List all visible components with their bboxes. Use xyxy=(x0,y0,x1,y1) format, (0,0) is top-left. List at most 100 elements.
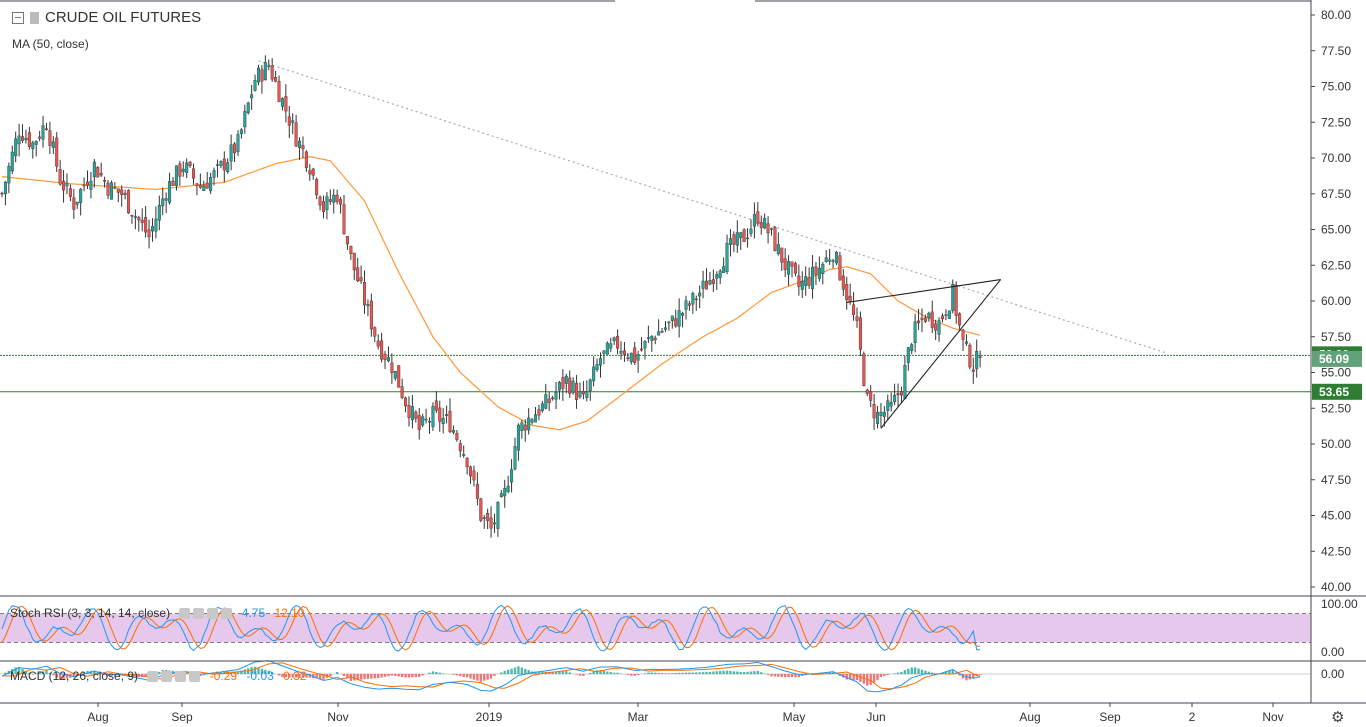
macd-histogram-bar xyxy=(650,672,653,674)
macd-legend[interactable]: MACD (12, 26, close, 9) -0.29 -0.03 0.32 xyxy=(10,669,307,683)
candle-body xyxy=(708,280,712,285)
candle-body xyxy=(451,430,455,433)
candle-body xyxy=(308,170,312,175)
macd-histogram-bar xyxy=(701,672,705,674)
candle xyxy=(551,395,555,401)
candle xyxy=(739,232,743,250)
candle-body xyxy=(516,424,520,451)
candle xyxy=(865,388,869,397)
stoch-rsi-pane: 100.00 0.00 xyxy=(0,597,1358,659)
candle-body xyxy=(691,293,695,305)
candle-body xyxy=(253,80,257,91)
candle-body xyxy=(725,243,729,272)
macd-histogram-bar xyxy=(55,674,58,678)
candle-body xyxy=(968,344,972,368)
candle-body xyxy=(154,218,158,232)
candle xyxy=(701,270,705,299)
ma-legend[interactable]: MA (50, close) xyxy=(12,37,89,51)
macd-histogram-bar xyxy=(493,674,496,676)
price-pane xyxy=(0,55,1311,538)
candle xyxy=(369,293,373,337)
macd-histogram-bar xyxy=(349,674,353,681)
macd-histogram-bar xyxy=(787,674,790,678)
candle-body xyxy=(92,161,96,178)
price-tick-label: 52.50 xyxy=(1321,401,1351,415)
macd-histogram-bar xyxy=(31,674,34,675)
macd-histogram-bar xyxy=(729,670,732,674)
candle-body xyxy=(17,135,21,145)
candle xyxy=(120,185,124,207)
candle-body xyxy=(123,192,127,195)
candle-body xyxy=(776,244,780,254)
macd-histogram-bar xyxy=(28,672,31,674)
candle xyxy=(400,378,404,400)
candle-body xyxy=(7,166,11,184)
macd-histogram-bar xyxy=(705,671,708,674)
macd-histogram-bar xyxy=(599,670,602,674)
candle-body xyxy=(369,300,373,330)
candle xyxy=(927,311,931,322)
candle-body xyxy=(55,137,59,167)
candle-body xyxy=(150,226,154,232)
collapse-icon[interactable] xyxy=(12,11,24,24)
candle xyxy=(475,472,479,506)
candle-body xyxy=(68,188,72,197)
candle-body xyxy=(482,517,486,519)
macd-histogram-bar xyxy=(45,670,48,674)
stoch-rsi-legend[interactable]: Stoch RSI (3, 3, 14, 14, close) 4.75 12.… xyxy=(10,606,305,620)
macd-histogram-bar xyxy=(260,668,264,674)
candle xyxy=(55,132,59,173)
candle-body xyxy=(564,375,568,384)
macd-histogram-bar xyxy=(127,674,130,676)
candle xyxy=(140,208,144,232)
candle-body xyxy=(951,284,955,311)
candle-body xyxy=(458,443,462,452)
candle-body xyxy=(749,228,753,234)
candle xyxy=(188,160,192,168)
candle xyxy=(308,164,312,181)
candle-body xyxy=(236,134,240,152)
candle-body xyxy=(961,329,965,340)
candle-body xyxy=(246,102,250,113)
candle-body xyxy=(44,128,48,130)
price-tick-label: 45.00 xyxy=(1321,509,1351,523)
indicator-buttons[interactable] xyxy=(179,608,233,620)
candle xyxy=(380,332,384,363)
candle-body xyxy=(944,314,948,316)
macd-histogram-bar xyxy=(421,674,424,676)
candle-body xyxy=(513,446,517,470)
macd-histogram-bar xyxy=(859,674,862,682)
candle xyxy=(534,406,538,423)
candle xyxy=(109,180,113,200)
settings-gear-icon[interactable]: ⚙ xyxy=(1331,709,1345,726)
candle-body xyxy=(852,304,856,315)
candle-body xyxy=(503,488,507,497)
candle xyxy=(137,215,141,232)
time-tick-label: Aug xyxy=(1019,710,1040,724)
candle xyxy=(318,195,322,211)
candle xyxy=(657,319,661,336)
candle-body xyxy=(315,179,319,196)
candle xyxy=(404,396,408,413)
macd-histogram-bar xyxy=(428,672,431,674)
candle xyxy=(670,315,674,329)
candle xyxy=(144,205,148,238)
candle-body xyxy=(127,190,131,214)
candle-body xyxy=(821,263,825,274)
indicator-buttons[interactable] xyxy=(147,671,201,683)
candle xyxy=(605,341,609,355)
macd-histogram-bar xyxy=(370,674,373,679)
candle-body xyxy=(383,353,387,361)
macd-histogram-bar xyxy=(978,674,982,675)
candle-body xyxy=(181,168,185,172)
candle-body xyxy=(48,130,52,146)
macd-histogram-bar xyxy=(862,674,866,684)
macd-histogram-bar xyxy=(913,667,917,674)
candle-body xyxy=(595,364,599,370)
macd-histogram-bar xyxy=(886,674,889,676)
candle xyxy=(568,370,572,398)
price-tick-label: 60.00 xyxy=(1321,294,1351,308)
candle-body xyxy=(705,280,709,290)
